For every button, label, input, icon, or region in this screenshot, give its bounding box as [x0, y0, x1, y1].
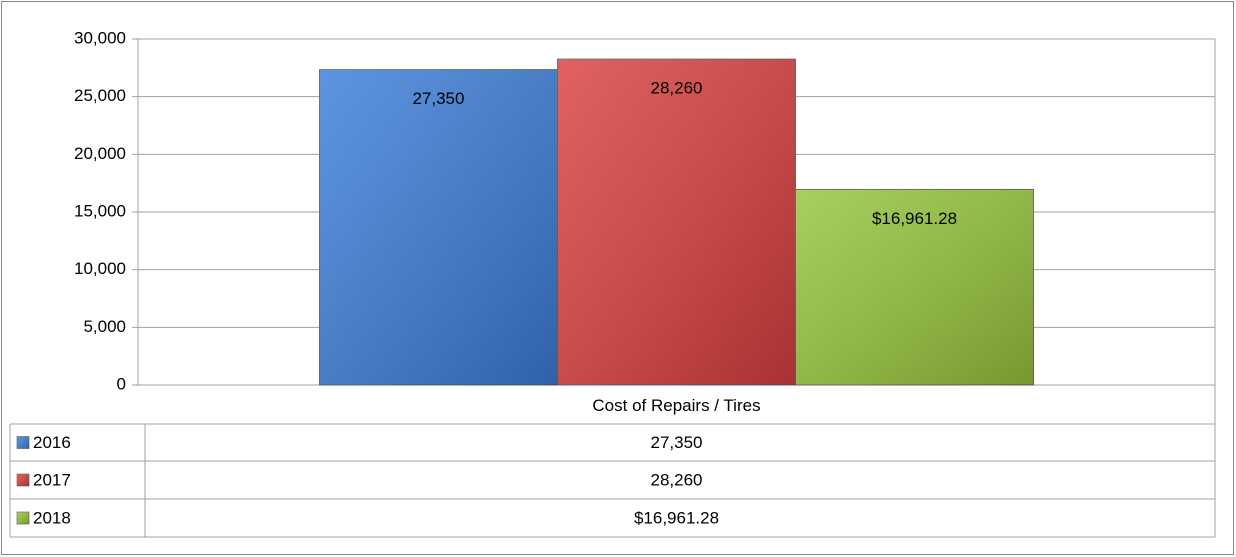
data-label: 27,350 [412, 89, 464, 108]
legend-label: 2018 [33, 508, 71, 527]
y-tick-label: 0 [117, 374, 126, 393]
legend-label: 2017 [33, 470, 71, 489]
y-tick-label: 10,000 [74, 259, 126, 278]
y-tick-label: 30,000 [74, 28, 126, 47]
legend-key-shading [17, 436, 29, 449]
y-tick-label: 5,000 [83, 317, 126, 336]
legend-key-shading [17, 474, 29, 486]
bar-shading [795, 189, 1034, 385]
table-cell: 27,350 [651, 433, 703, 452]
table-cell: $16,961.28 [634, 508, 719, 527]
table-header: Cost of Repairs / Tires [592, 396, 760, 415]
legend-label: 2016 [33, 433, 71, 452]
bar-shading [319, 69, 558, 386]
y-tick-label: 15,000 [74, 201, 126, 220]
data-label: 28,260 [651, 79, 703, 98]
y-tick-label: 20,000 [74, 144, 126, 163]
table-cell: 28,260 [651, 470, 703, 489]
legend-key-shading [17, 512, 29, 524]
data-label: $16,961.28 [872, 209, 957, 228]
bar-shading [557, 59, 796, 386]
y-tick-label: 25,000 [74, 86, 126, 105]
